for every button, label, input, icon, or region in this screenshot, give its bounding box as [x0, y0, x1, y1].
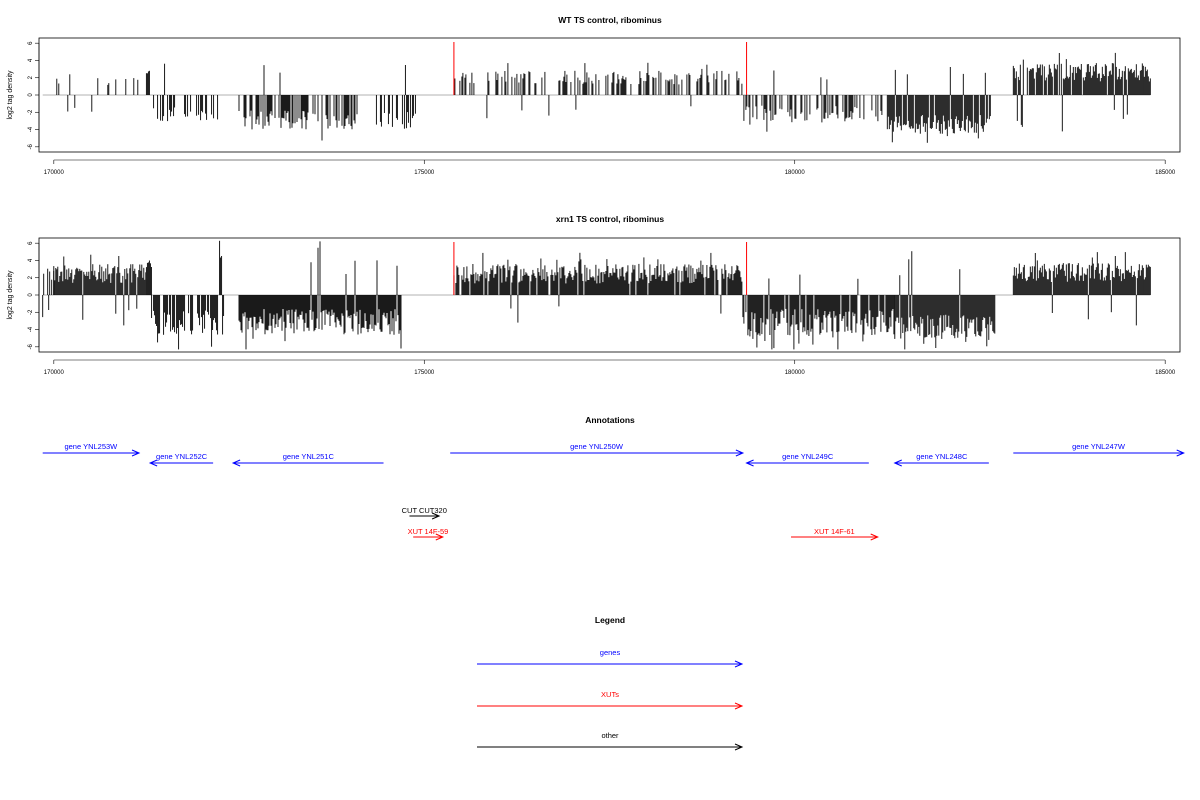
annotation-arrow [148, 459, 214, 467]
annotation-label: gene YNL247W [1072, 442, 1126, 451]
y-tick-label: 4 [28, 258, 34, 262]
x-tick-label: 175000 [414, 170, 435, 176]
annotation-label: XUT 14F-59 [408, 527, 449, 536]
x-tick-label: 170000 [44, 170, 65, 176]
xrn1-panel-title: xrn1 TS control, ribominus [556, 214, 664, 224]
wt-panel-title: WT TS control, ribominus [558, 15, 662, 25]
annotation-arrow [450, 449, 745, 457]
legend-label-xuts: XUTs [601, 690, 619, 699]
annotation-arrow [745, 459, 869, 467]
xrn1-y-axis-label: log2 tag density [7, 270, 14, 320]
annotation-label: gene YNL251C [283, 452, 335, 461]
legend-label-other: other [601, 731, 619, 740]
y-tick-label: 0 [28, 93, 34, 97]
annotation-label: CUT CUT320 [402, 506, 447, 515]
annotation-label: XUT 14F-61 [814, 527, 855, 536]
legend-title: Legend [595, 615, 625, 625]
x-tick-label: 180000 [785, 370, 806, 376]
y-tick-label: -4 [28, 326, 34, 332]
x-tick-label: 175000 [414, 370, 435, 376]
legend-arrow-other [477, 743, 744, 751]
density-bars [42, 240, 1151, 350]
annotation-arrow [413, 533, 445, 541]
wt-panel: WT TS control, ribominus log2 tag densit… [7, 15, 1181, 176]
annotation-arrow [231, 459, 384, 467]
y-tick-label: -6 [28, 143, 34, 149]
annotation-label: gene YNL250W [570, 442, 624, 451]
annotation-arrow [409, 512, 441, 520]
annotation-arrow [791, 533, 879, 541]
legend: Legend genes XUTs other [477, 615, 744, 751]
wt-y-axis-label: log2 tag density [7, 70, 14, 120]
annotation-arrow [42, 449, 141, 457]
annotations-track: Annotations gene YNL253W gene YNL252C gene… [42, 415, 1185, 541]
annotation-label: gene YNL248C [916, 452, 968, 461]
y-tick-label: -4 [28, 126, 34, 132]
x-tick-label: 185000 [1155, 370, 1176, 376]
annotation-arrow [893, 459, 989, 467]
legend-arrow-xuts [477, 702, 744, 710]
y-tick-label: -6 [28, 343, 34, 349]
annotation-label: gene YNL253W [64, 442, 118, 451]
x-tick-label: 170000 [44, 370, 65, 376]
y-tick-label: 4 [28, 58, 34, 62]
annotation-arrow [1013, 449, 1185, 457]
y-tick-label: 2 [28, 275, 34, 279]
y-tick-label: 2 [28, 75, 34, 79]
y-tick-label: -2 [28, 109, 34, 115]
density-bars [56, 52, 1151, 143]
annotation-label: gene YNL249C [782, 452, 834, 461]
legend-label-genes: genes [600, 648, 621, 657]
y-tick-label: 0 [28, 293, 34, 297]
y-tick-label: 6 [28, 241, 34, 245]
x-tick-label: 180000 [785, 170, 806, 176]
annotations-title: Annotations [585, 415, 635, 425]
xrn1-panel: xrn1 TS control, ribominus log2 tag dens… [7, 214, 1181, 376]
legend-arrow-genes [477, 660, 744, 668]
y-tick-label: -2 [28, 309, 34, 315]
annotation-label: gene YNL252C [156, 452, 208, 461]
y-tick-label: 6 [28, 41, 34, 45]
x-tick-label: 185000 [1155, 170, 1176, 176]
